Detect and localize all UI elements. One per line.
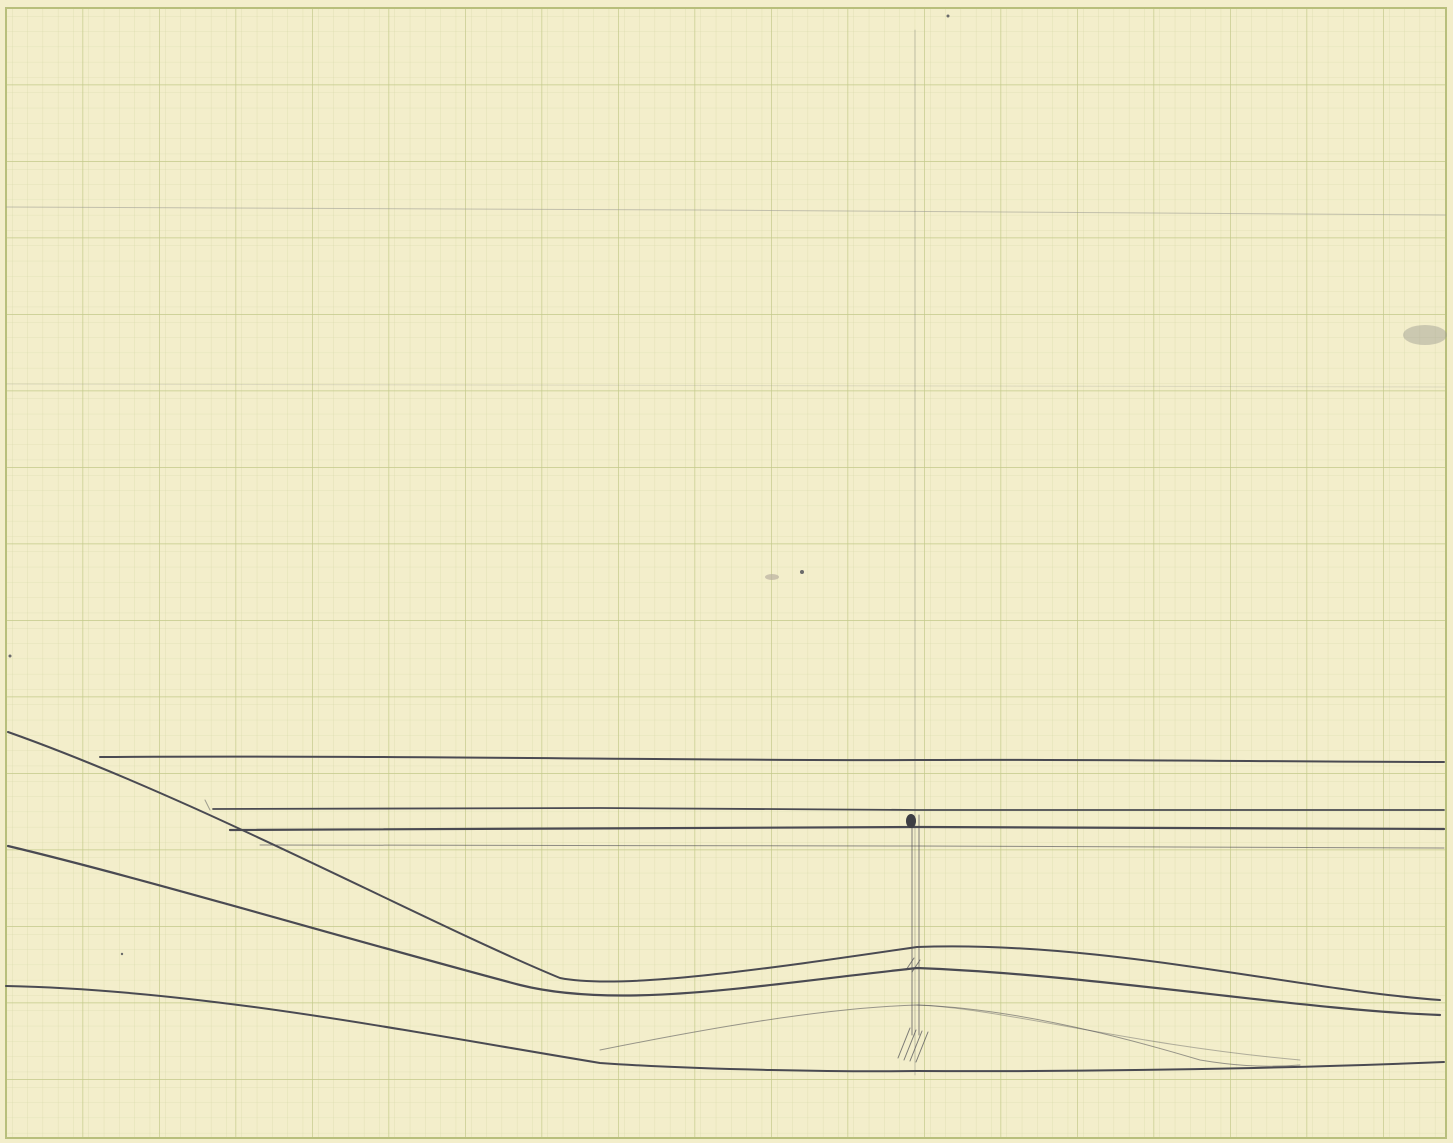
horizontal-line-2 — [212, 807, 1445, 811]
horizontal-line-top — [99, 755, 1445, 763]
paper-grid — [6, 8, 1446, 1138]
pencil-lines — [5, 29, 1446, 1076]
sheet-border — [5, 7, 1447, 1139]
horizontal-line-4 — [259, 844, 1445, 849]
faint-arc-2 — [916, 1004, 1301, 1061]
paper-marks — [8, 14, 1447, 956]
faint-arc — [599, 1004, 1301, 1067]
descending-curve-upper — [7, 731, 1441, 1001]
hatch-marks — [897, 957, 929, 1063]
horizontal-line-3 — [228, 825, 1446, 832]
axis-marker — [906, 814, 916, 828]
faint-guide-lines — [5, 206, 1447, 388]
descending-curve-lower — [6, 844, 1442, 1017]
bottom-curve — [5, 985, 1445, 1073]
faint-diagonal — [204, 799, 211, 811]
